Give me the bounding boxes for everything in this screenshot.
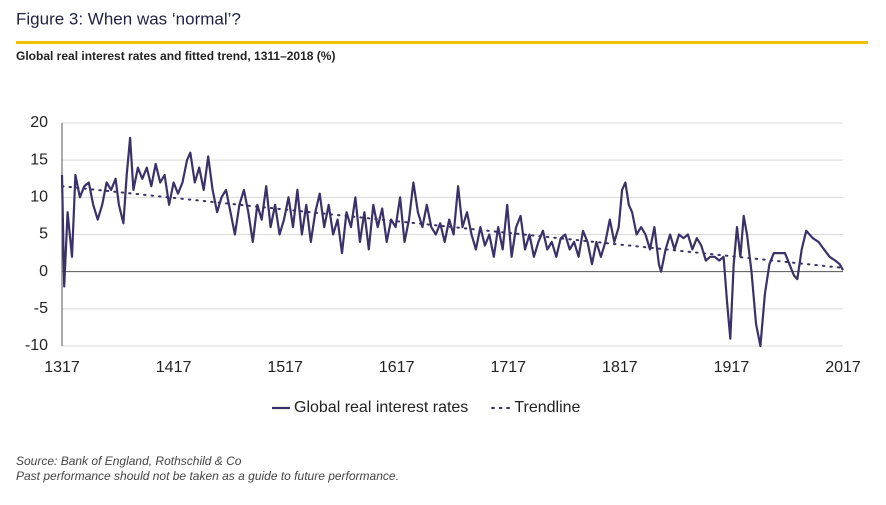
y-tick-label: 0 <box>39 263 48 280</box>
x-tick-label: 1317 <box>44 359 80 376</box>
series-line <box>61 185 844 269</box>
x-tick-label: 1417 <box>156 359 192 376</box>
legend-label: Global real interest rates <box>294 399 468 416</box>
chart-subtitle: Global real interest rates and fitted tr… <box>16 49 335 63</box>
y-tick-label: 10 <box>30 189 48 206</box>
y-tick-label: -10 <box>25 337 48 354</box>
y-tick-label: 15 <box>30 151 48 168</box>
note: Past performance should not be taken as … <box>16 469 399 483</box>
x-tick-label: 2017 <box>825 359 861 376</box>
y-tick-label: 5 <box>39 226 48 243</box>
x-tick-label: 1917 <box>714 359 750 376</box>
x-tick-label: 1617 <box>379 359 415 376</box>
x-tick-label: 1517 <box>267 359 303 376</box>
y-tick-label: -5 <box>34 300 48 317</box>
x-tick-label: 1817 <box>602 359 638 376</box>
legend-label: Trendline <box>514 399 580 416</box>
title-rule <box>16 41 868 44</box>
x-tick-label: 1717 <box>490 359 526 376</box>
series-line <box>60 136 844 348</box>
source: Source: Bank of England, Rothschild & Co <box>16 454 242 468</box>
y-tick-label: 20 <box>30 114 48 131</box>
chart-title: Figure 3: When was ‘normal’? <box>16 9 241 28</box>
